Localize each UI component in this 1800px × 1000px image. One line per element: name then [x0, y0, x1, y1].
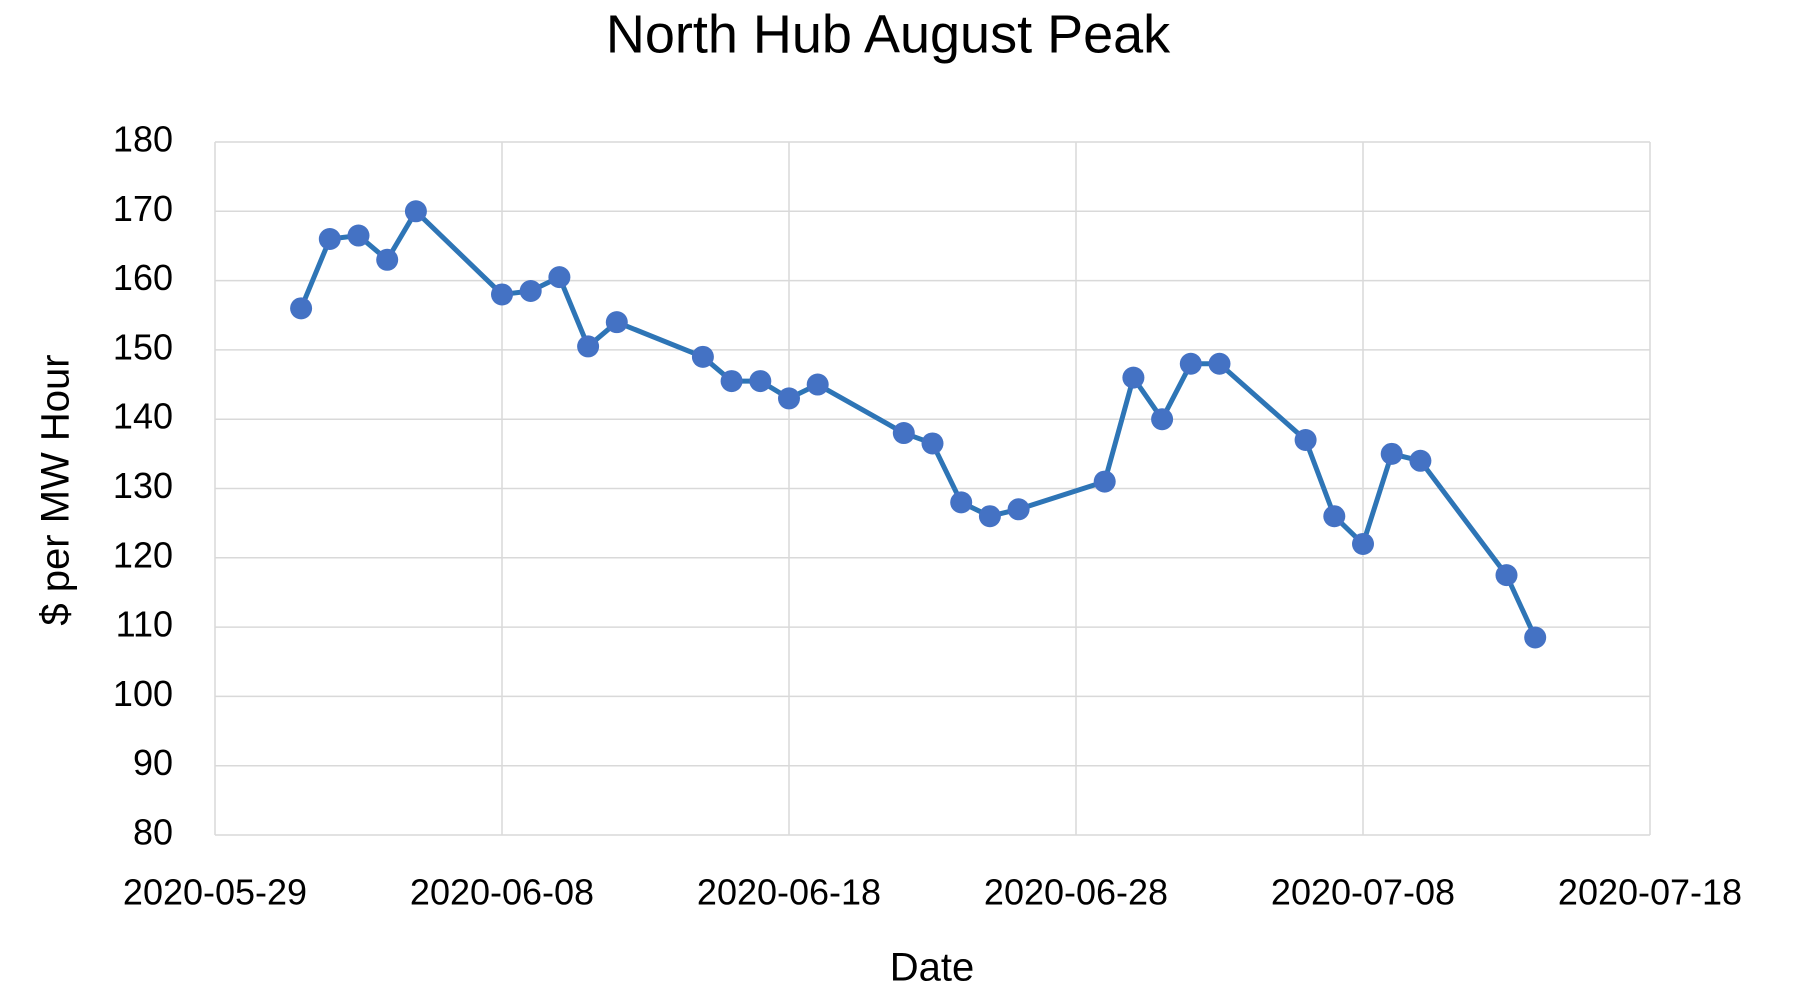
y-tick-label: 150	[113, 326, 173, 367]
x-tick-label: 2020-06-28	[984, 872, 1168, 913]
y-tick-label: 170	[113, 188, 173, 229]
x-tick-label: 2020-07-08	[1271, 872, 1455, 913]
y-tick-label: 100	[113, 673, 173, 714]
y-tick-label: 120	[113, 534, 173, 575]
data-point	[577, 335, 600, 358]
y-tick-label: 130	[113, 465, 173, 506]
data-point	[605, 311, 628, 334]
data-point	[519, 279, 542, 302]
data-point	[1179, 352, 1202, 375]
data-point	[404, 200, 427, 223]
data-point	[1323, 505, 1346, 528]
data-point	[318, 228, 341, 251]
data-point	[290, 297, 313, 320]
data-point	[376, 248, 399, 271]
data-point	[1007, 498, 1030, 521]
data-point	[1495, 564, 1518, 587]
data-point	[806, 373, 829, 396]
data-point	[749, 370, 772, 393]
x-tick-label: 2020-07-18	[1558, 872, 1742, 913]
data-point	[978, 505, 1001, 528]
data-point	[921, 432, 944, 455]
data-point	[1122, 366, 1145, 389]
data-point	[1409, 449, 1432, 472]
chart-title: North Hub August Peak	[606, 4, 1171, 64]
y-tick-label: 90	[133, 742, 173, 783]
data-point	[778, 387, 800, 410]
data-point	[1208, 352, 1231, 375]
y-tick-label: 80	[133, 812, 173, 853]
data-point	[347, 224, 370, 247]
data-point	[1524, 626, 1547, 649]
x-tick-label: 2020-06-08	[410, 872, 594, 913]
y-axis-label: $ per MW Hour	[34, 354, 78, 625]
y-tick-label: 180	[113, 119, 173, 160]
x-tick-label: 2020-05-29	[123, 872, 307, 913]
data-point	[950, 491, 973, 514]
data-point	[720, 370, 743, 393]
data-point	[1380, 442, 1403, 465]
data-point	[1093, 470, 1116, 493]
data-point	[1294, 428, 1317, 451]
data-point	[691, 345, 714, 368]
x-axis-label: Date	[890, 946, 975, 990]
y-tick-label: 110	[116, 604, 173, 645]
x-tick-label: 2020-06-18	[697, 872, 881, 913]
data-point	[1352, 532, 1374, 555]
data-point	[1151, 408, 1174, 431]
y-tick-label: 160	[113, 257, 173, 298]
y-tick-label: 140	[113, 396, 173, 437]
data-point	[892, 422, 915, 445]
data-point	[548, 266, 571, 289]
data-point	[491, 283, 513, 306]
